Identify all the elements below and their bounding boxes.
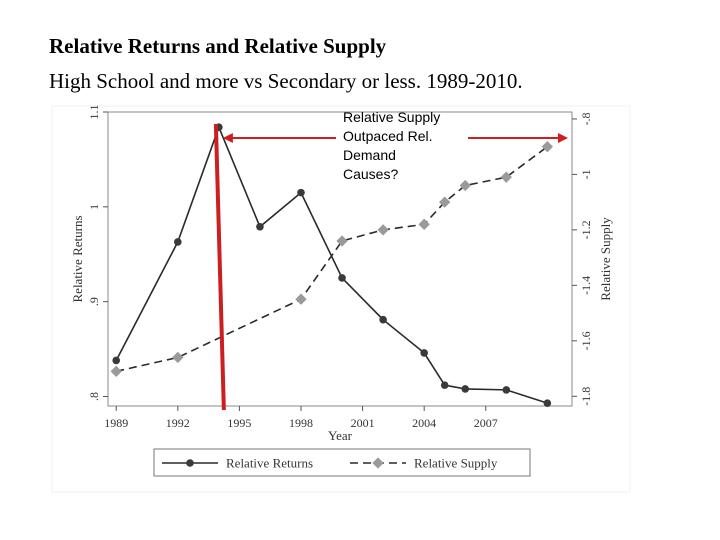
annotation-line-3: Demand: [343, 147, 396, 163]
arrow-right-head: [558, 133, 568, 143]
left-axis-tick-label: .8: [87, 392, 101, 401]
data-point-relative-returns: [338, 274, 346, 282]
data-point-relative-supply: [418, 218, 430, 230]
right-axis-tick-label: -1.6: [579, 331, 593, 350]
legend-label-relative-returns: Relative Returns: [226, 456, 313, 471]
annotation-layer: [213, 123, 568, 411]
annotation-line-4: Causes?: [343, 166, 399, 182]
series-line-relative-returns: [115, 124, 548, 404]
data-point-relative-supply: [459, 179, 471, 192]
right-axis: -1.8 -1.6 -1.4 -1.2 -1 -.8: [572, 112, 593, 406]
chart-title: Relative Returns and Relative Supply: [49, 34, 387, 58]
plot-area: [107, 111, 573, 407]
annotation-line-1: Relative Supply: [343, 109, 441, 125]
right-axis-tick-label: -1: [579, 169, 593, 179]
x-axis-tick-label: 2004: [412, 416, 436, 430]
left-axis-tick-label: .9: [87, 297, 101, 306]
data-point-relative-supply: [295, 293, 307, 305]
chart-subtitle: High School and more vs Secondary or les…: [49, 69, 523, 93]
data-point-relative-supply: [336, 235, 348, 247]
x-axis-tick-label: 1998: [289, 416, 313, 430]
left-axis: .8 .9 1 1.1: [87, 105, 108, 401]
data-point-relative-returns: [461, 385, 470, 393]
x-axis-tick-label: 2001: [351, 416, 375, 430]
data-point-relative-supply: [500, 171, 512, 183]
arrow-left-head: [222, 133, 233, 143]
data-point-relative-supply: [541, 141, 554, 153]
x-axis-tick-label: 2007: [474, 416, 498, 430]
right-axis-tick-label: -.8: [579, 112, 593, 125]
data-point-relative-returns: [174, 238, 182, 246]
data-point-relative-returns: [379, 315, 387, 324]
annotation-line-2: Outpaced Rel.: [343, 128, 433, 144]
data-point-relative-returns: [420, 349, 428, 357]
right-axis-tick-label: -1.4: [579, 276, 593, 295]
data-point-relative-returns: [297, 188, 305, 197]
x-axis-tick-label: 1995: [227, 416, 251, 430]
x-axis-title: Year: [328, 428, 353, 443]
left-axis-tick-label: 1: [87, 204, 101, 210]
data-point-relative-supply: [377, 224, 389, 236]
x-axis-tick-label: 1989: [104, 416, 128, 430]
chart-frame: [51, 105, 631, 493]
series-line-relative-supply: [116, 146, 548, 373]
right-axis-title: Relative Supply: [598, 217, 613, 301]
legend-label-relative-supply: Relative Supply: [414, 456, 498, 471]
legend-marker-relative-returns: [186, 459, 194, 467]
data-point-relative-returns: [440, 381, 449, 389]
right-axis-tick-label: -1.2: [579, 220, 593, 239]
series-layer: [110, 123, 554, 407]
legend: Relative Returns Relative Supply: [162, 456, 498, 471]
red-marker-line: [213, 123, 226, 411]
data-point-relative-returns: [256, 222, 264, 231]
data-point-relative-returns: [502, 386, 511, 394]
data-point-relative-supply: [172, 351, 184, 364]
x-axis: 1989 1992 1995 1998 2001 2004 2007: [104, 406, 498, 430]
annotation-text: Relative Supply Outpaced Rel. Demand Cau…: [343, 108, 473, 184]
legend-marker-relative-supply: [372, 457, 384, 469]
data-point-relative-supply: [439, 196, 451, 208]
left-axis-tick-label: 1.1: [87, 105, 101, 120]
right-axis-tick-label: -1.8: [579, 387, 593, 406]
left-axis-title: Relative Returns: [70, 215, 85, 302]
data-point-relative-returns: [112, 356, 121, 365]
data-point-relative-returns: [543, 399, 552, 407]
x-axis-tick-label: 1992: [166, 416, 190, 430]
